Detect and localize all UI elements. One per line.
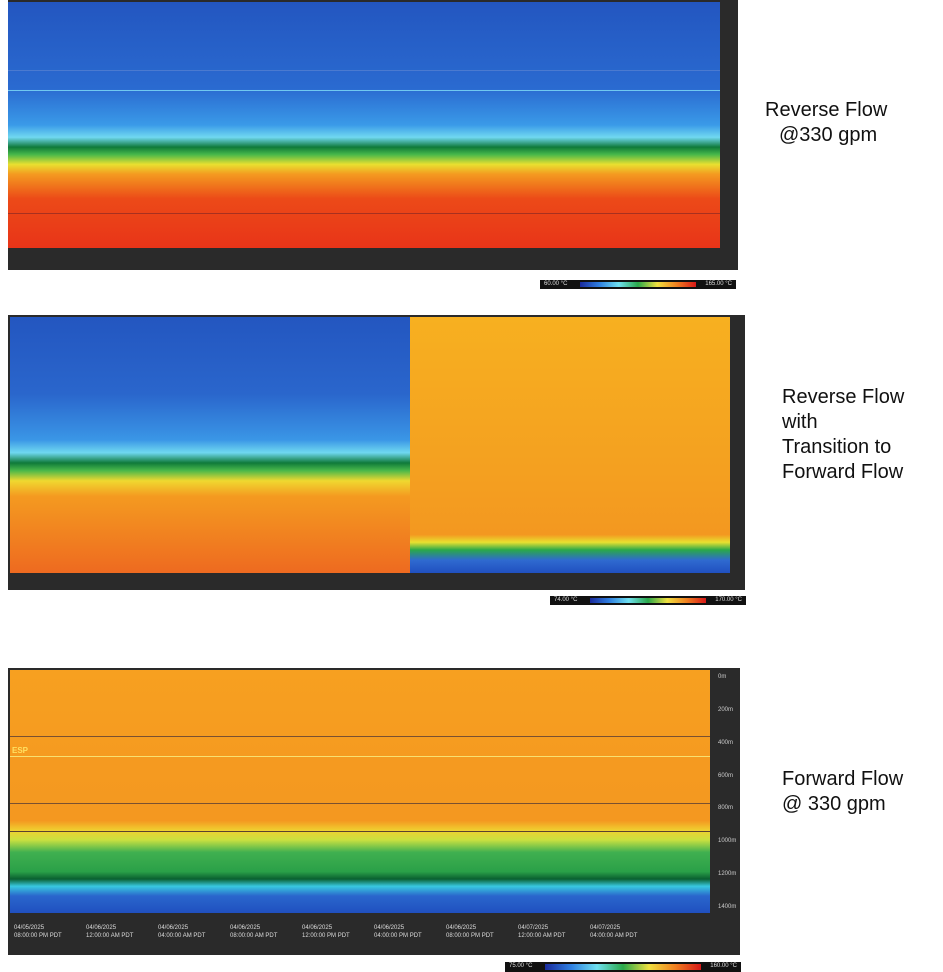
caption: Reverse Flow with Transition to Forward … [782,385,904,485]
zone-line [8,90,720,91]
depth-tick-label: 0m [718,674,727,680]
heatmap [410,317,730,573]
time-label: 04/06/2025 [230,925,261,931]
caption-line: Forward Flow [782,768,904,790]
zone-label: ESP [12,746,29,755]
time-label: 08:00:00 PM PDT [446,933,494,939]
colorbar-min: 75.00 °C [509,963,533,969]
caption-line: Forward Flow [782,461,904,483]
depth-tick-label: 200m [718,706,734,713]
colorbar: 74.00 °C 170.00 °C [550,596,746,605]
zone-line [10,736,710,737]
zone-line [10,803,710,804]
time-label: 04/06/2025 [86,925,117,931]
time-label: 08:00:00 AM PDT [230,933,278,939]
depth-tick-label: 1200m [718,871,737,878]
time-label: 04/06/2025 [374,925,405,931]
heatmap [8,2,720,248]
caption-line: with [782,411,818,433]
depth-tick-label: 600m [718,772,734,779]
depth-tick-label: 1000m [718,838,737,845]
caption-line: @ 330 gpm [782,793,886,815]
colorbar: 60.00 °C 165.00 °C [540,280,736,289]
heatmap [10,670,710,913]
caption-line: Reverse Flow [782,386,905,408]
time-label: 04:00:00 AM PDT [590,933,638,939]
zone-line [10,756,710,757]
time-label: 04/07/2025 [590,925,621,931]
caption: Reverse Flow @330 gpm [765,98,887,148]
colorbar-max: 160.00 °C [710,963,737,969]
colorbar: 75.00 °C 160.00 °C [505,962,741,972]
colorbar-max: 170.00 °C [715,597,742,603]
time-label: 04/06/2025 [446,925,477,931]
time-label: 12:00:00 AM PDT [518,933,566,939]
depth-tick-label: 800m [718,805,734,812]
time-label: 04:00:00 AM PDT [158,933,206,939]
caption-line: Transition to [782,436,892,458]
time-label: 12:00:00 PM PDT [302,933,350,939]
time-label: 12:00:00 AM PDT [86,933,134,939]
caption-line: Reverse Flow [765,99,888,121]
zone-line [10,831,710,832]
depth-tick-label: 400m [718,739,734,746]
heatmap [10,317,410,573]
time-label: 08:00:00 PM PDT [14,933,62,939]
colorbar-min: 60.00 °C [544,281,568,287]
depth-tick-label: 1400m [718,904,737,910]
zone-line [8,213,720,214]
time-label: 04/05/2025 [14,925,45,931]
zone-line [8,70,720,71]
colorbar-min: 74.00 °C [554,597,578,603]
time-label: 04/07/2025 [518,925,549,931]
time-label: 04/06/2025 [158,925,189,931]
colorbar-max: 165.00 °C [705,281,732,287]
time-label: 04:00:00 PM PDT [374,933,422,939]
caption-line: @330 gpm [779,124,878,146]
time-label: 04/06/2025 [302,925,333,931]
caption: Forward Flow @ 330 gpm [782,767,903,817]
